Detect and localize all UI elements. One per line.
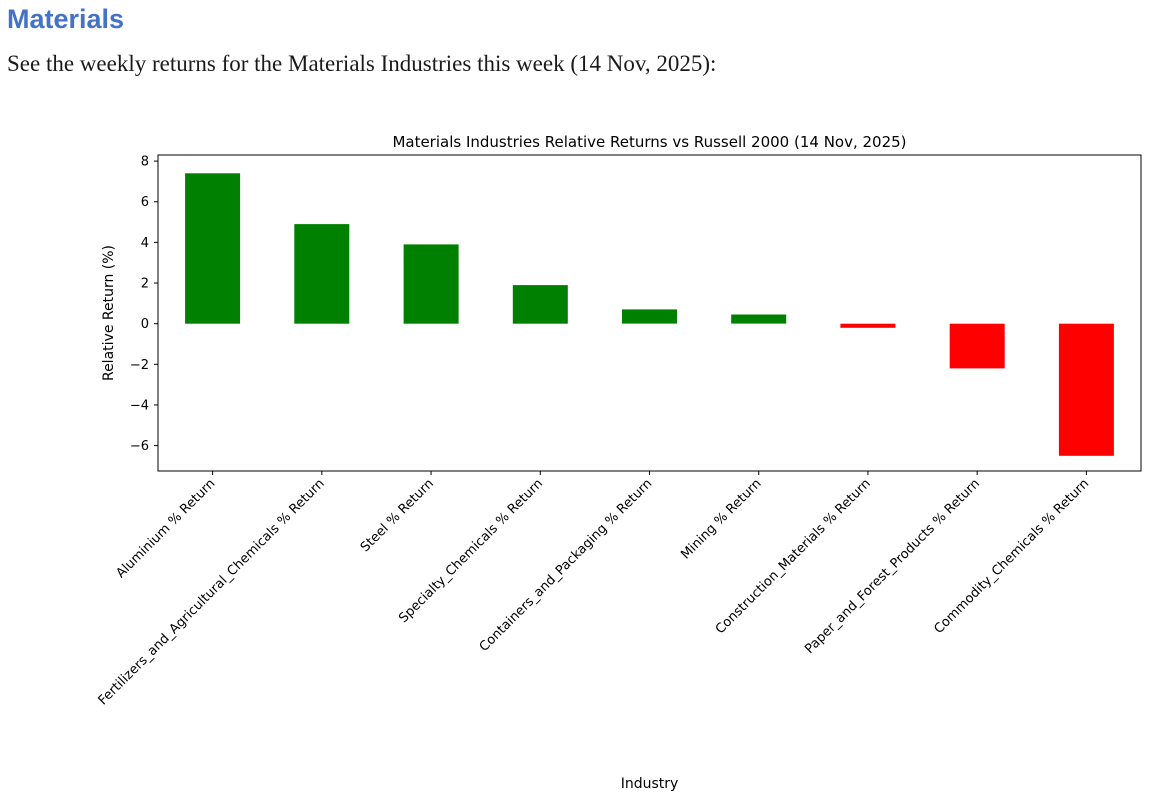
x-tick-label: Containers_and_Packaging % Return xyxy=(477,476,656,655)
page-title: Materials xyxy=(7,4,125,34)
y-tick-label: 8 xyxy=(141,155,149,170)
bar-2 xyxy=(403,244,459,324)
plot-border xyxy=(157,154,1142,472)
chart-title: Materials Industries Relative Returns vs… xyxy=(392,133,906,151)
y-tick-label: −4 xyxy=(130,398,149,413)
x-tick-label: Aluminium % Return xyxy=(113,476,218,581)
bar-8 xyxy=(1058,323,1114,456)
chart-canvas: Aluminium % ReturnFertilizers_and_Agricu… xyxy=(96,133,1142,792)
y-tick-label: 4 xyxy=(141,236,149,251)
y-tick-label: −2 xyxy=(130,358,149,373)
bar-1 xyxy=(294,224,350,324)
bar-4 xyxy=(622,309,677,324)
x-tick-label: Paper_and_Forest_Products % Return xyxy=(802,476,983,657)
y-axis-label: Relative Return (%) xyxy=(101,245,117,381)
x-tick-label: Steel % Return xyxy=(358,476,437,555)
y-tick-label: 2 xyxy=(141,277,149,292)
x-tick-label: Fertilizers_and_Agricultural_Chemicals %… xyxy=(96,476,328,708)
bar-6 xyxy=(840,323,896,328)
x-tick-label: Mining % Return xyxy=(678,476,764,562)
bar-3 xyxy=(512,285,568,324)
bar-7 xyxy=(949,323,1005,369)
bar-5 xyxy=(731,314,787,324)
y-tick-label: 6 xyxy=(141,195,149,210)
x-axis-label: Industry xyxy=(621,776,679,792)
intro-text: See the weekly returns for the Materials… xyxy=(7,51,717,77)
bar-0 xyxy=(185,173,241,324)
y-tick-label: −6 xyxy=(130,439,149,454)
returns-bar-chart: Aluminium % Return Fertilizers_and_Agricu… xyxy=(0,110,1154,800)
y-tick-label: 0 xyxy=(141,317,149,332)
